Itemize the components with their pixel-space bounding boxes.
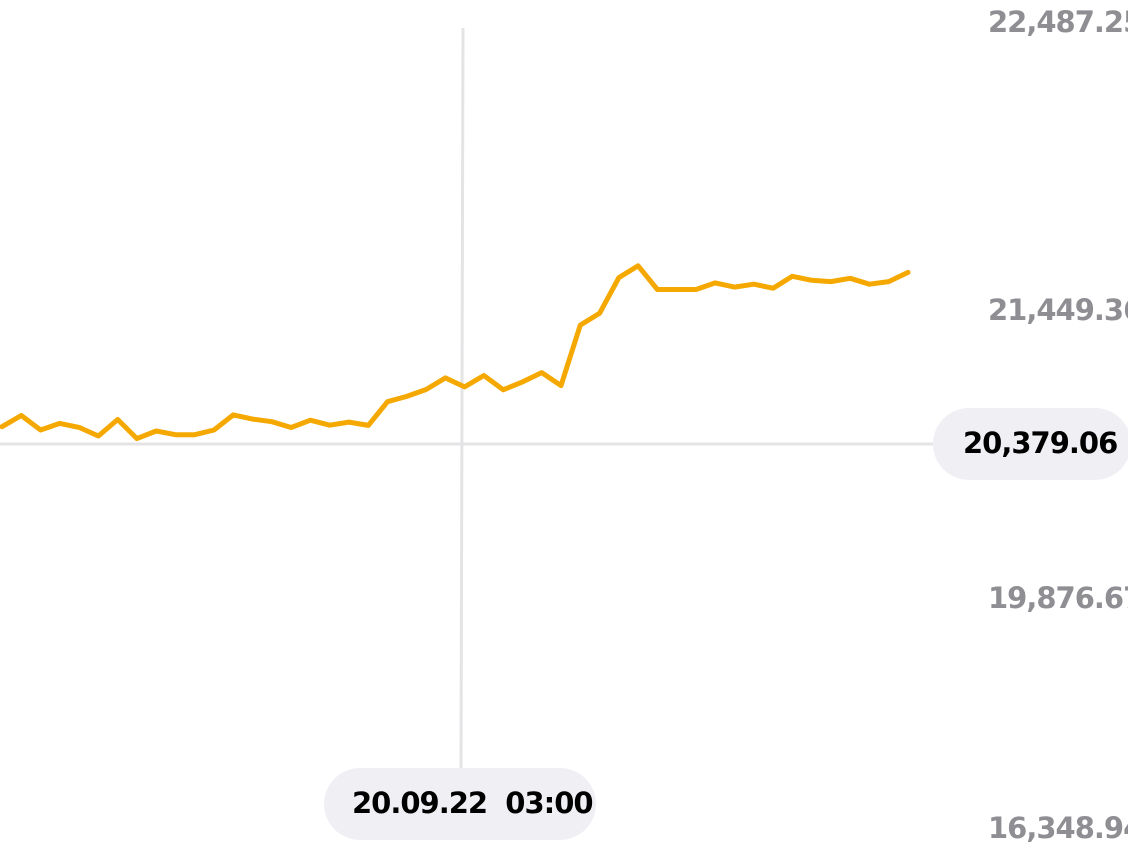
y-tick-label: 19,876.67 (988, 581, 1128, 615)
price-series-line (0, 263, 911, 442)
y-tick-label: 22,487.25 (988, 5, 1128, 39)
crosshair-vertical-line (459, 27, 465, 769)
y-tick-label: 16,348.94 (988, 811, 1128, 845)
crosshair-date-pill: 20.09.22 03:00 (324, 768, 596, 840)
y-tick-label: 21,449.36 (988, 293, 1128, 327)
crosshair-date-label: 20.09.22 03:00 (352, 786, 593, 820)
crosshair-value-pill: 20,379.06 (933, 408, 1128, 480)
crosshair-value-label: 20,379.06 (963, 426, 1117, 460)
crosshair-date-pill-background (324, 768, 596, 840)
crosshair-value-pill-background (933, 408, 1128, 480)
